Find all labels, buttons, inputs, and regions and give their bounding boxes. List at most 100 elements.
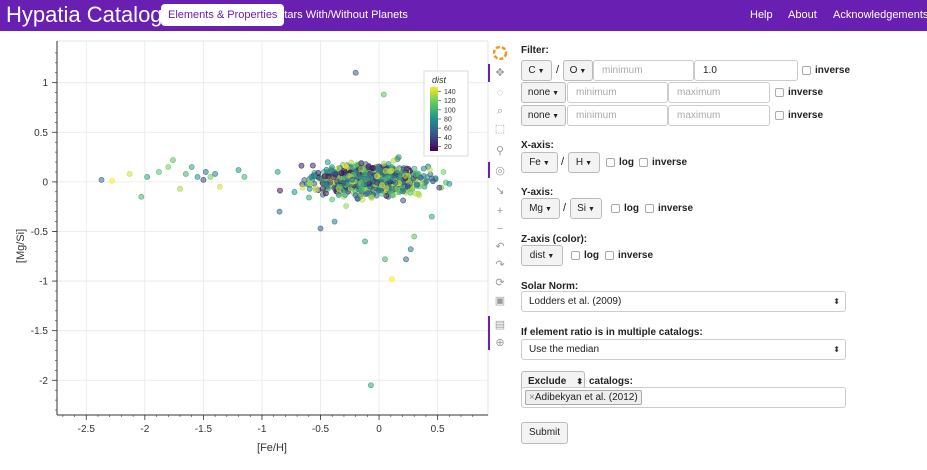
- solar-norm-select[interactable]: Lodders et al. (2009) ⬍: [521, 291, 846, 312]
- color-legend-title: dist: [432, 75, 447, 85]
- scatter-chart-svg[interactable]: -2.5 -2 -1.5 -1 -0.5 0 0.5 1 0.5 0 -0.5 -1 -1.5 -2 [F…: [0, 31, 500, 470]
- y-tick-label: -2: [39, 376, 48, 387]
- data-point: [368, 195, 375, 201]
- data-point: [342, 163, 349, 169]
- data-point: [155, 169, 162, 175]
- box-zoom-icon[interactable]: ⌕: [496, 105, 504, 117]
- filter1-denominator-dropdown[interactable]: O ▼: [563, 60, 593, 81]
- tab-stars-planets[interactable]: Stars With/Without Planets: [277, 9, 408, 21]
- filter3-element-dropdown[interactable]: none ▼: [521, 105, 566, 126]
- crosshair-icon[interactable]: ⊕: [495, 337, 505, 349]
- data-point: [207, 174, 214, 180]
- y-log-checkbox[interactable]: [611, 204, 620, 213]
- data-point: [352, 69, 359, 76]
- filter1-max-input[interactable]: [694, 60, 798, 81]
- filter2-min-input[interactable]: [567, 82, 668, 103]
- undo-icon[interactable]: ↶: [495, 241, 505, 253]
- data-point: [98, 176, 105, 183]
- filter2-inverse-checkbox[interactable]: [775, 88, 784, 97]
- x-numerator-dropdown[interactable]: Fe ▼: [521, 152, 558, 173]
- x-inverse-checkbox[interactable]: [639, 158, 648, 167]
- pan-icon[interactable]: ✥: [495, 67, 505, 79]
- z-dropdown[interactable]: dist ▼: [521, 245, 563, 266]
- lasso-select-icon[interactable]: ◌: [496, 87, 504, 99]
- filter3-inverse-checkbox[interactable]: [775, 111, 784, 120]
- data-point: [276, 208, 283, 215]
- y-tick-label: -1: [39, 277, 48, 288]
- x-denominator-dropdown[interactable]: H ▼: [568, 152, 600, 173]
- data-point: [338, 170, 345, 177]
- z-axis-section-label: Z-axis (color):: [521, 234, 588, 245]
- data-point: [427, 171, 434, 178]
- y-tick-label: -0.5: [31, 227, 49, 238]
- catalog-tag-input[interactable]: ×Adibekyan et al. (2012): [521, 387, 846, 408]
- colorbar-ticks: 140 120 100 80 60 40 20: [438, 89, 456, 151]
- filter1-inverse-label: inverse: [815, 65, 851, 76]
- x-log-checkbox[interactable]: [606, 158, 615, 167]
- data-point: [216, 183, 223, 190]
- data-point: [362, 238, 368, 245]
- data-point: [330, 174, 337, 181]
- data-point: [327, 179, 334, 186]
- filter1-slash: /: [556, 64, 560, 76]
- brand-title[interactable]: Hypatia Catalog: [6, 2, 163, 27]
- x-tick-label: -1.5: [195, 424, 213, 435]
- data-point: [138, 193, 145, 200]
- select-arrows-icon: ⬍: [576, 377, 584, 386]
- submit-button[interactable]: Submit: [521, 422, 568, 444]
- filter2-max-input[interactable]: [668, 82, 770, 103]
- filter1-min-input[interactable]: [593, 60, 694, 81]
- filter3-min-input[interactable]: [567, 105, 668, 126]
- data-point: [343, 203, 350, 209]
- data-point: [395, 154, 402, 161]
- data-point: [420, 165, 427, 172]
- data-point: [394, 170, 401, 176]
- data-point: [403, 256, 409, 263]
- nav-acknowledgements[interactable]: Acknowledgements: [833, 9, 927, 21]
- catalog-tag-label: Adibekyan et al. (2012): [534, 392, 638, 403]
- filter3-max-input[interactable]: [668, 105, 770, 126]
- zoom-out-icon[interactable]: −: [496, 223, 504, 235]
- data-point: [165, 164, 172, 170]
- y-inverse-checkbox[interactable]: [645, 204, 654, 213]
- filter1-numerator-dropdown[interactable]: C ▼: [521, 60, 552, 81]
- bokeh-logo-icon[interactable]: [492, 45, 508, 61]
- data-point: [331, 218, 338, 225]
- nav-about[interactable]: About: [788, 9, 817, 21]
- tab-elements-properties[interactable]: Elements & Properties: [161, 4, 285, 26]
- box-select-icon[interactable]: ⬚: [494, 123, 506, 135]
- zoom-in-icon[interactable]: ⚲: [495, 145, 505, 157]
- z-inverse-checkbox[interactable]: [605, 251, 614, 260]
- zoom-in-plus-icon[interactable]: +: [496, 205, 504, 217]
- filter1-inverse-checkbox[interactable]: [802, 66, 811, 75]
- scatter-plot[interactable]: -2.5 -2 -1.5 -1 -0.5 0 0.5 1 0.5 0 -0.5 -1 -1.5 -2 [F…: [0, 31, 500, 470]
- reset-icon[interactable]: ⟳: [495, 277, 505, 289]
- data-point: [412, 171, 419, 177]
- redo-icon[interactable]: ↷: [495, 259, 505, 271]
- save-icon[interactable]: ▣: [494, 295, 506, 307]
- data-point: [324, 159, 331, 166]
- wheel-zoom-icon[interactable]: ◎: [495, 165, 505, 177]
- data-point: [329, 196, 336, 203]
- nav-help[interactable]: Help: [750, 9, 773, 21]
- x-tick-label: -2: [140, 424, 149, 435]
- tag-remove-icon[interactable]: ×: [529, 392, 535, 403]
- colorbar-tick-label: 80: [444, 117, 452, 124]
- tap-icon[interactable]: ↘: [495, 185, 505, 197]
- solar-norm-label: Solar Norm:: [521, 281, 579, 292]
- data-point: [322, 190, 329, 197]
- hover-icon[interactable]: ▤: [494, 319, 506, 331]
- data-point: [306, 185, 313, 192]
- y-denominator-dropdown[interactable]: Si ▼: [570, 198, 602, 219]
- data-point: [364, 190, 371, 197]
- data-point: [423, 178, 430, 184]
- data-point: [315, 170, 322, 176]
- y-log-label: log: [624, 203, 639, 214]
- y-numerator-dropdown[interactable]: Mg ▼: [521, 198, 560, 219]
- filter2-element-dropdown[interactable]: none ▼: [521, 82, 566, 103]
- data-point: [277, 187, 283, 194]
- colorbar-tick-label: 100: [444, 107, 456, 114]
- z-log-checkbox[interactable]: [571, 251, 580, 260]
- data-point: [311, 173, 318, 179]
- multi-catalog-select[interactable]: Use the median ⬍: [521, 339, 846, 360]
